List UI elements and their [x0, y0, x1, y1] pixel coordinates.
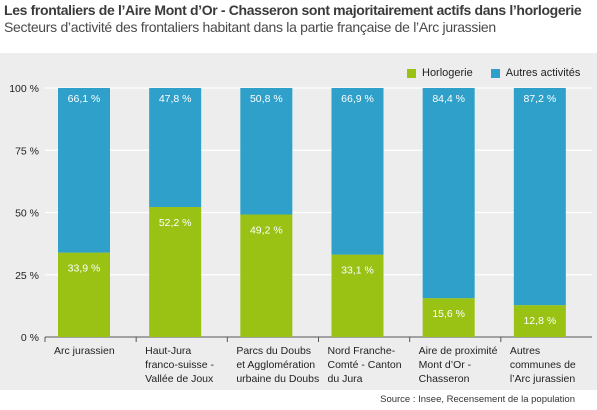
x-category-label: Haut-Jura: [145, 345, 191, 357]
legend-item-autres: Autres activités: [490, 67, 581, 79]
legend-label-horlogerie: Horlogerie: [422, 67, 473, 79]
bar-autres: [331, 88, 384, 255]
bar-autres: [149, 88, 202, 208]
bar-autres: [422, 88, 475, 299]
legend-label-autres: Autres activités: [505, 67, 581, 79]
bar-horlogerie: [240, 214, 293, 337]
x-category-label: Nord Franche-: [328, 345, 396, 357]
x-category-label: Parcs du Doubs: [236, 345, 311, 357]
y-tick-label: 50 %: [15, 208, 39, 220]
bar-horlogerie: [149, 207, 202, 337]
y-tick-label: 25 %: [15, 270, 39, 282]
y-tick-label: 75 %: [15, 145, 39, 157]
chart-title: Les frontaliers de l’Aire Mont d’Or - Ch…: [4, 2, 582, 18]
bar-label-horlogerie: 15,6 %: [432, 308, 465, 320]
bar-label-autres: 47,8 %: [159, 93, 192, 105]
x-category-label: Chasseron: [419, 373, 470, 385]
legend-swatch-autres: [490, 68, 500, 78]
legend-swatch-horlogerie: [407, 68, 416, 78]
bar-label-horlogerie: 52,2 %: [159, 217, 192, 229]
bar-label-horlogerie: 33,1 %: [341, 265, 374, 277]
bar-horlogerie: [331, 254, 384, 337]
bar-label-autres: 66,1 %: [68, 93, 101, 105]
x-category-label: Autres: [510, 345, 540, 357]
x-category-label: Aire de proximité: [419, 345, 498, 357]
x-category-label: et Agglomération: [236, 359, 315, 371]
y-tick-label: 0 %: [21, 332, 39, 344]
x-category-label: Vallée de Joux: [145, 373, 214, 385]
x-category-label: Arc jurassien: [54, 345, 115, 357]
bar-label-autres: 84,4 %: [432, 93, 465, 105]
bar-label-horlogerie: 33,9 %: [68, 263, 101, 275]
legend-item-horlogerie: Horlogerie: [407, 67, 473, 79]
x-category-label: l’Arc jurassien: [510, 373, 576, 385]
bar-autres: [240, 88, 293, 215]
bar-label-horlogerie: 49,2 %: [250, 224, 283, 236]
y-tick-label: 100 %: [9, 83, 39, 95]
bar-autres: [513, 88, 566, 306]
chart-legend: Horlogerie Autres activités: [407, 67, 597, 79]
bar-horlogerie: [422, 298, 475, 337]
source-note: Source : Insee, Recensement de la popula…: [380, 394, 575, 405]
x-category-label: urbaine du Doubs: [236, 373, 319, 385]
bar-autres: [58, 88, 110, 253]
bar-horlogerie: [513, 305, 566, 337]
bar-horlogerie: [58, 252, 110, 337]
x-category-label: du Jura: [328, 373, 363, 385]
bar-label-autres: 66,9 %: [341, 93, 374, 105]
x-category-label: Comté - Canton: [328, 359, 402, 371]
bar-label-autres: 87,2 %: [523, 93, 556, 105]
bar-label-autres: 50,8 %: [250, 93, 283, 105]
x-category-label: communes de: [510, 359, 576, 371]
chart-subtitle: Secteurs d’activité des frontaliers habi…: [4, 19, 496, 35]
x-category-label: franco-suisse -: [145, 359, 214, 371]
bar-label-horlogerie: 12,8 %: [523, 315, 556, 327]
x-category-label: Mont d’Or -: [419, 359, 472, 371]
